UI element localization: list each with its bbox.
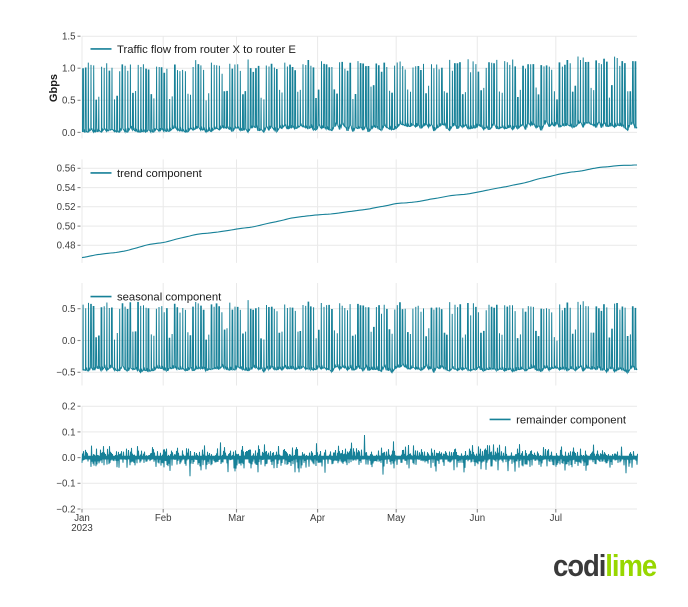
- svg-text:trend component: trend component: [117, 168, 203, 180]
- svg-text:0.0: 0.0: [62, 453, 76, 464]
- svg-text:−0.2: −0.2: [56, 504, 75, 515]
- svg-text:Jun: Jun: [469, 513, 485, 524]
- svg-text:0.56: 0.56: [57, 164, 76, 175]
- svg-text:1.0: 1.0: [62, 64, 76, 75]
- svg-text:Traffic flow from router X to: Traffic flow from router X to router E: [117, 44, 296, 56]
- svg-text:0.2: 0.2: [62, 402, 75, 413]
- svg-text:0.48: 0.48: [57, 241, 76, 252]
- svg-text:0.52: 0.52: [57, 202, 76, 213]
- svg-text:0.0: 0.0: [62, 336, 76, 347]
- svg-text:Feb: Feb: [155, 513, 172, 524]
- svg-text:0.5: 0.5: [62, 96, 75, 107]
- svg-text:May: May: [387, 513, 405, 524]
- svg-text:0.0: 0.0: [62, 128, 76, 139]
- svg-text:Gbps: Gbps: [48, 74, 60, 102]
- svg-text:Jan: Jan: [74, 513, 90, 524]
- svg-text:0.50: 0.50: [57, 222, 76, 233]
- svg-text:Mar: Mar: [228, 513, 245, 524]
- svg-text:−0.5: −0.5: [56, 368, 75, 379]
- svg-text:2023: 2023: [71, 523, 93, 534]
- svg-text:seasonal component: seasonal component: [117, 292, 222, 304]
- svg-text:−0.1: −0.1: [56, 479, 75, 490]
- svg-text:0.5: 0.5: [62, 304, 75, 315]
- svg-text:0.54: 0.54: [57, 183, 76, 194]
- svg-text:codi: codi: [553, 550, 605, 584]
- svg-text:lime: lime: [605, 550, 657, 584]
- svg-text:0.1: 0.1: [62, 427, 75, 438]
- svg-text:Jul: Jul: [550, 513, 562, 524]
- svg-text:remainder component: remainder component: [516, 414, 627, 426]
- svg-text:Apr: Apr: [310, 513, 326, 524]
- svg-text:1.5: 1.5: [62, 32, 75, 43]
